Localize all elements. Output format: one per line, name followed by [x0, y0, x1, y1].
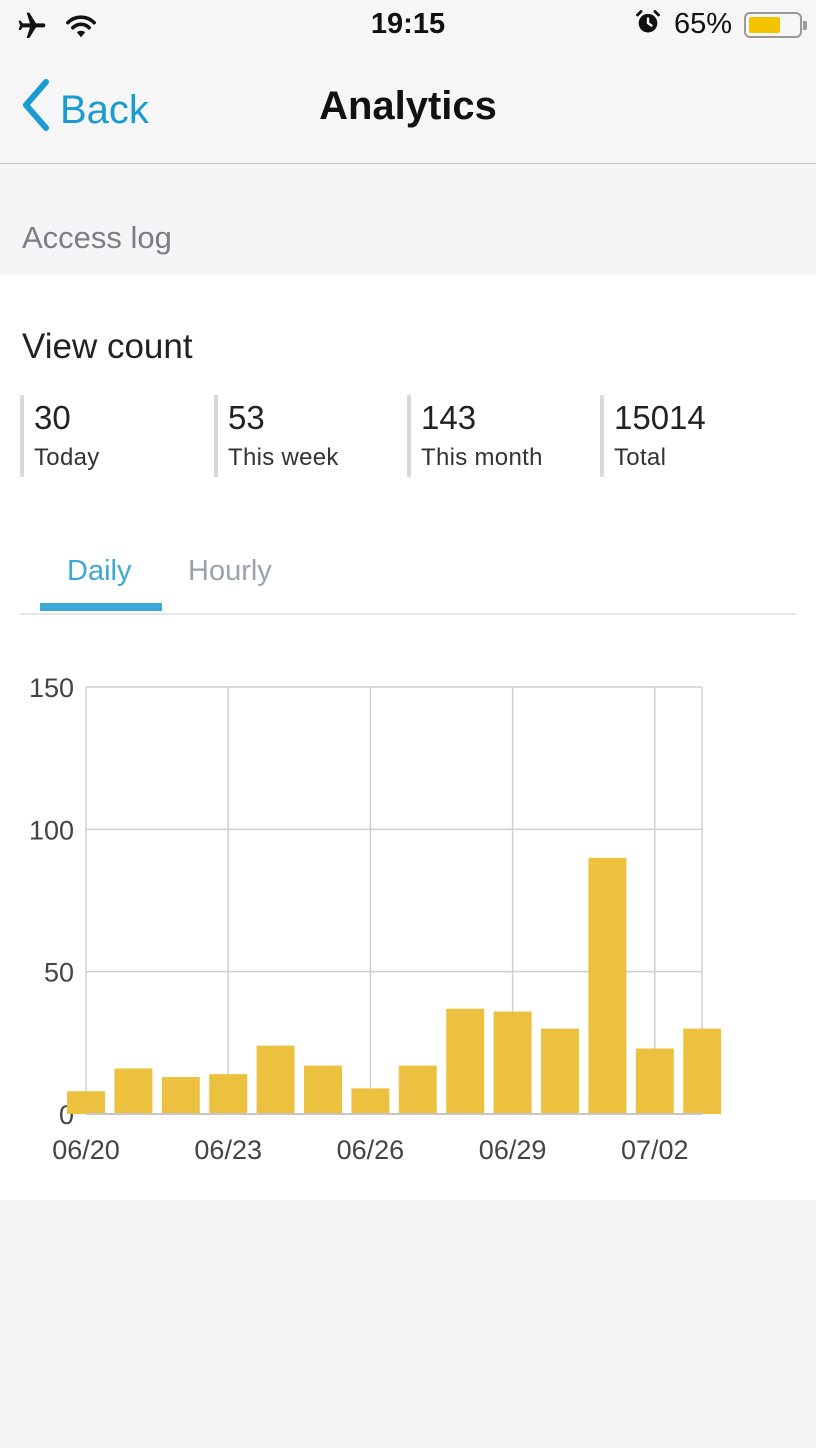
card-title: View count	[22, 327, 193, 366]
x-tick-label: 06/26	[337, 1135, 405, 1165]
nav-bar: Back Analytics	[0, 54, 816, 164]
tab-bar: Daily Hourly	[20, 547, 796, 615]
airplane-icon	[14, 10, 50, 47]
alarm-icon	[634, 8, 662, 41]
bar-06-26	[351, 1088, 390, 1114]
bar-06-20	[67, 1091, 105, 1114]
wifi-icon	[64, 12, 98, 45]
x-tick-label: 06/20	[52, 1135, 120, 1165]
stat-label: Today	[34, 444, 100, 471]
stat-value: 143	[421, 399, 477, 436]
stat-label: This month	[421, 444, 543, 471]
stat-value: 53	[228, 399, 265, 436]
x-tick-label: 07/02	[621, 1135, 689, 1165]
x-tick-label: 06/23	[194, 1135, 262, 1165]
tab-hourly[interactable]: Hourly	[188, 555, 272, 587]
bar-07-01	[588, 857, 627, 1114]
battery-icon	[744, 11, 807, 38]
stats-row: 30 Today 53 This week 143 This month 150…	[20, 395, 800, 477]
analytics-card: View count 30 Today 53 This week 143 Thi…	[0, 275, 816, 1200]
bar-07-02	[635, 1048, 674, 1114]
bar-06-23	[209, 1074, 248, 1114]
status-left-icons	[14, 10, 98, 47]
bar-07-03	[683, 1028, 722, 1114]
page-title: Analytics	[319, 84, 497, 128]
bar-06-30	[541, 1028, 579, 1114]
stat-this-month: 143 This month	[407, 395, 600, 477]
stat-value: 15014	[614, 399, 706, 436]
section-header: Access log	[22, 220, 172, 255]
bar-06-22	[161, 1076, 200, 1114]
status-time: 19:15	[370, 8, 446, 40]
stat-label: Total	[614, 444, 667, 471]
stat-today: 30 Today	[20, 395, 213, 477]
bar-06-25	[304, 1065, 342, 1114]
chevron-left-icon	[20, 78, 52, 142]
battery-percent: 65%	[673, 8, 732, 40]
stat-value: 30	[34, 399, 71, 436]
status-bar: 19:15 65%	[0, 0, 816, 54]
bar-06-29	[493, 1011, 532, 1114]
stat-label: This week	[228, 444, 339, 471]
back-button[interactable]: Back	[20, 78, 149, 142]
back-label: Back	[60, 87, 149, 132]
y-tick-label: 150	[29, 673, 74, 703]
stat-this-week: 53 This week	[214, 395, 407, 477]
status-right-icons: 65%	[634, 8, 807, 41]
bar-06-27	[398, 1065, 437, 1114]
x-tick-label: 06/29	[479, 1135, 547, 1165]
bar-06-28	[446, 1008, 485, 1114]
y-tick-label: 50	[44, 958, 74, 988]
y-tick-label: 100	[29, 815, 74, 845]
tab-daily[interactable]: Daily	[67, 555, 132, 587]
bar-06-24	[256, 1045, 295, 1114]
stat-total: 15014 Total	[600, 395, 793, 477]
active-tab-indicator	[40, 603, 162, 611]
bar-06-21	[114, 1068, 153, 1114]
